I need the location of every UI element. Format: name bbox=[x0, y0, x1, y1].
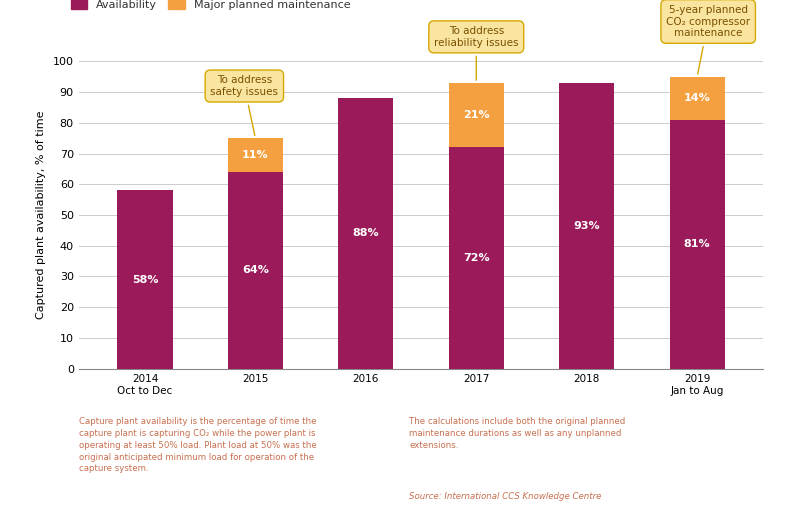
Text: 81%: 81% bbox=[684, 239, 711, 249]
Bar bbox=[670, 120, 725, 369]
Text: The calculations include both the original planned
maintenance durations as well: The calculations include both the origin… bbox=[409, 417, 626, 450]
Bar bbox=[227, 172, 283, 369]
Text: 72%: 72% bbox=[463, 253, 490, 263]
Text: 88%: 88% bbox=[353, 228, 379, 239]
Bar bbox=[449, 147, 504, 369]
Y-axis label: Captured plant availability, % of time: Captured plant availability, % of time bbox=[36, 111, 46, 319]
Text: 58%: 58% bbox=[131, 274, 158, 285]
Text: 14%: 14% bbox=[684, 93, 711, 103]
Text: 21%: 21% bbox=[463, 110, 490, 120]
Text: 93%: 93% bbox=[574, 221, 600, 231]
Text: 64%: 64% bbox=[242, 265, 269, 275]
Legend: Availability, Major planned maintenance: Availability, Major planned maintenance bbox=[71, 0, 350, 10]
Text: To address
reliability issues: To address reliability issues bbox=[434, 26, 519, 80]
Text: Source: International CCS Knowledge Centre: Source: International CCS Knowledge Cent… bbox=[409, 492, 601, 501]
Text: Capture plant availability is the percentage of time the
capture plant is captur: Capture plant availability is the percen… bbox=[79, 417, 316, 474]
Bar bbox=[670, 77, 725, 120]
Bar bbox=[559, 83, 615, 369]
Text: To address
safety issues: To address safety issues bbox=[210, 75, 279, 136]
Bar bbox=[117, 190, 172, 369]
Bar bbox=[449, 83, 504, 147]
Text: 5-year planned
CO₂ compressor
maintenance: 5-year planned CO₂ compressor maintenanc… bbox=[666, 5, 750, 74]
Bar bbox=[227, 138, 283, 172]
Text: 11%: 11% bbox=[242, 150, 268, 160]
Bar bbox=[338, 98, 394, 369]
